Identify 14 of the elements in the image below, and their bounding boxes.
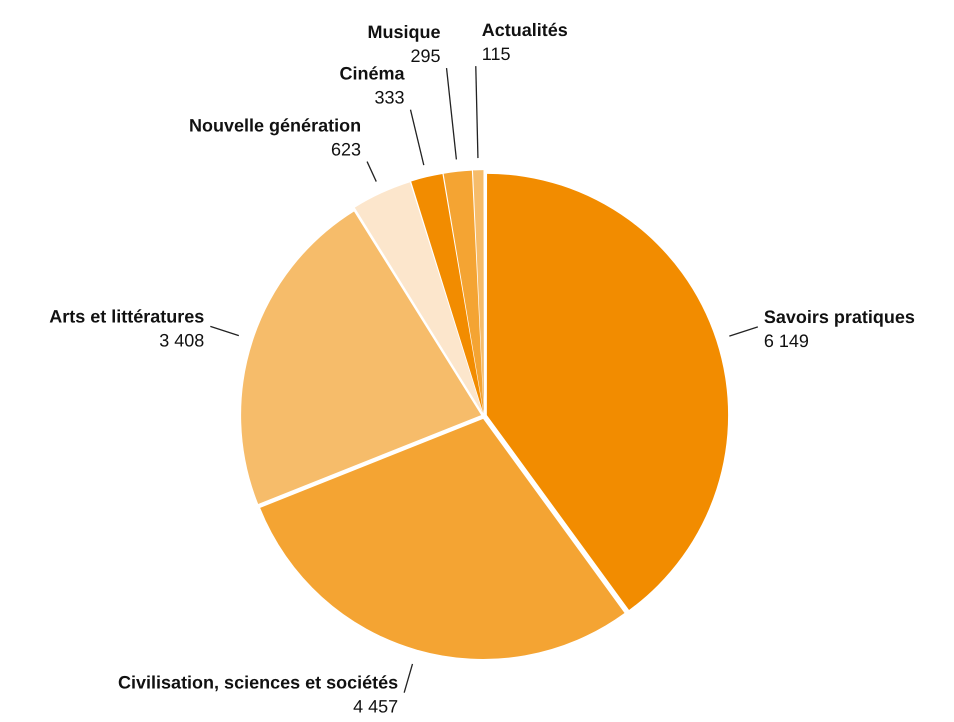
data-label: 333 bbox=[374, 88, 404, 108]
data-label: 3 408 bbox=[159, 330, 204, 350]
slice-label: Cinéma bbox=[339, 64, 406, 84]
data-label: 6 149 bbox=[764, 330, 809, 351]
data-label: 623 bbox=[331, 140, 362, 160]
data-label: 295 bbox=[410, 46, 441, 66]
data-label: 115 bbox=[482, 44, 510, 64]
slice-label: Civilisation, sciences et sociétés bbox=[118, 672, 398, 693]
slice-label: Musique bbox=[368, 22, 441, 42]
slice-label: Savoirs pratiques bbox=[764, 306, 915, 327]
slice-label: Arts et littératures bbox=[49, 306, 204, 326]
slice-label: Nouvelle génération bbox=[189, 116, 362, 136]
slice-label: Actualités bbox=[482, 20, 568, 40]
data-label: 4 457 bbox=[353, 696, 398, 717]
